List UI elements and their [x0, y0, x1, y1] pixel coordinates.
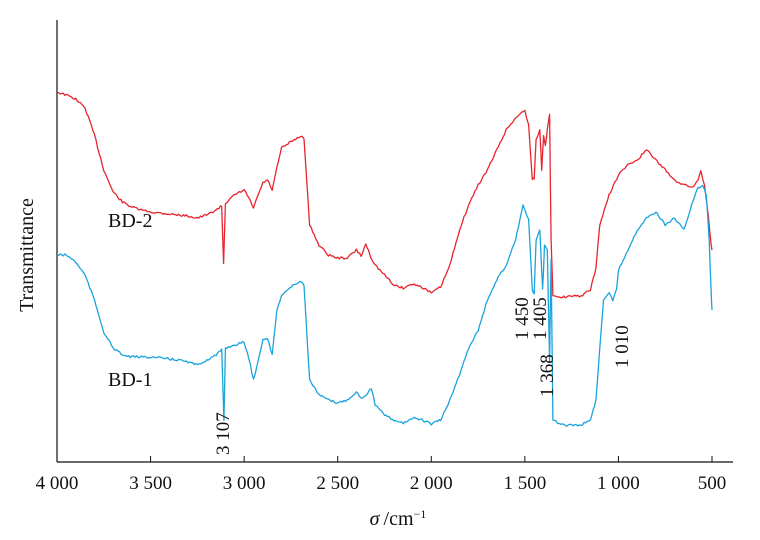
peak-label: 3 107: [213, 412, 234, 455]
series-line-bd-1: [56, 184, 713, 427]
peak-label: 1 368: [537, 354, 558, 397]
peak-label: 1 450: [512, 297, 533, 340]
x-tick-label: 4 000: [36, 473, 79, 494]
x-axis-title-unit: /cm: [384, 508, 414, 530]
x-axis-title: σ/cm−1: [370, 507, 427, 530]
y-axis-title: Transmittance: [16, 198, 38, 312]
x-tick-label: 500: [698, 473, 727, 494]
x-tick-label: 3 500: [129, 473, 172, 494]
peak-label: 1 010: [612, 325, 633, 368]
x-axis-title-exponent: −1: [414, 507, 427, 521]
x-tick-label: 1 500: [503, 473, 546, 494]
series-label-bd-2: BD-2: [108, 210, 152, 232]
series-line-bd-2: [56, 91, 713, 299]
x-ticks: 4 000 3 500 3 000 2 500 2 000 1 500 1 000 500: [36, 456, 727, 494]
x-tick-label: 2 500: [316, 473, 359, 494]
peak-label: 1 405: [530, 297, 551, 340]
x-axis-title-symbol: σ: [370, 508, 381, 530]
series-label-bd-1: BD-1: [108, 369, 152, 391]
x-tick-label: 1 000: [597, 473, 640, 494]
series-layer: [56, 91, 713, 427]
x-tick-label: 3 000: [223, 473, 266, 494]
plot-area: 4 000 3 500 3 000 2 500 2 000 1 500 1 000 500 3…: [36, 20, 733, 494]
x-tick-label: 2 000: [410, 473, 453, 494]
